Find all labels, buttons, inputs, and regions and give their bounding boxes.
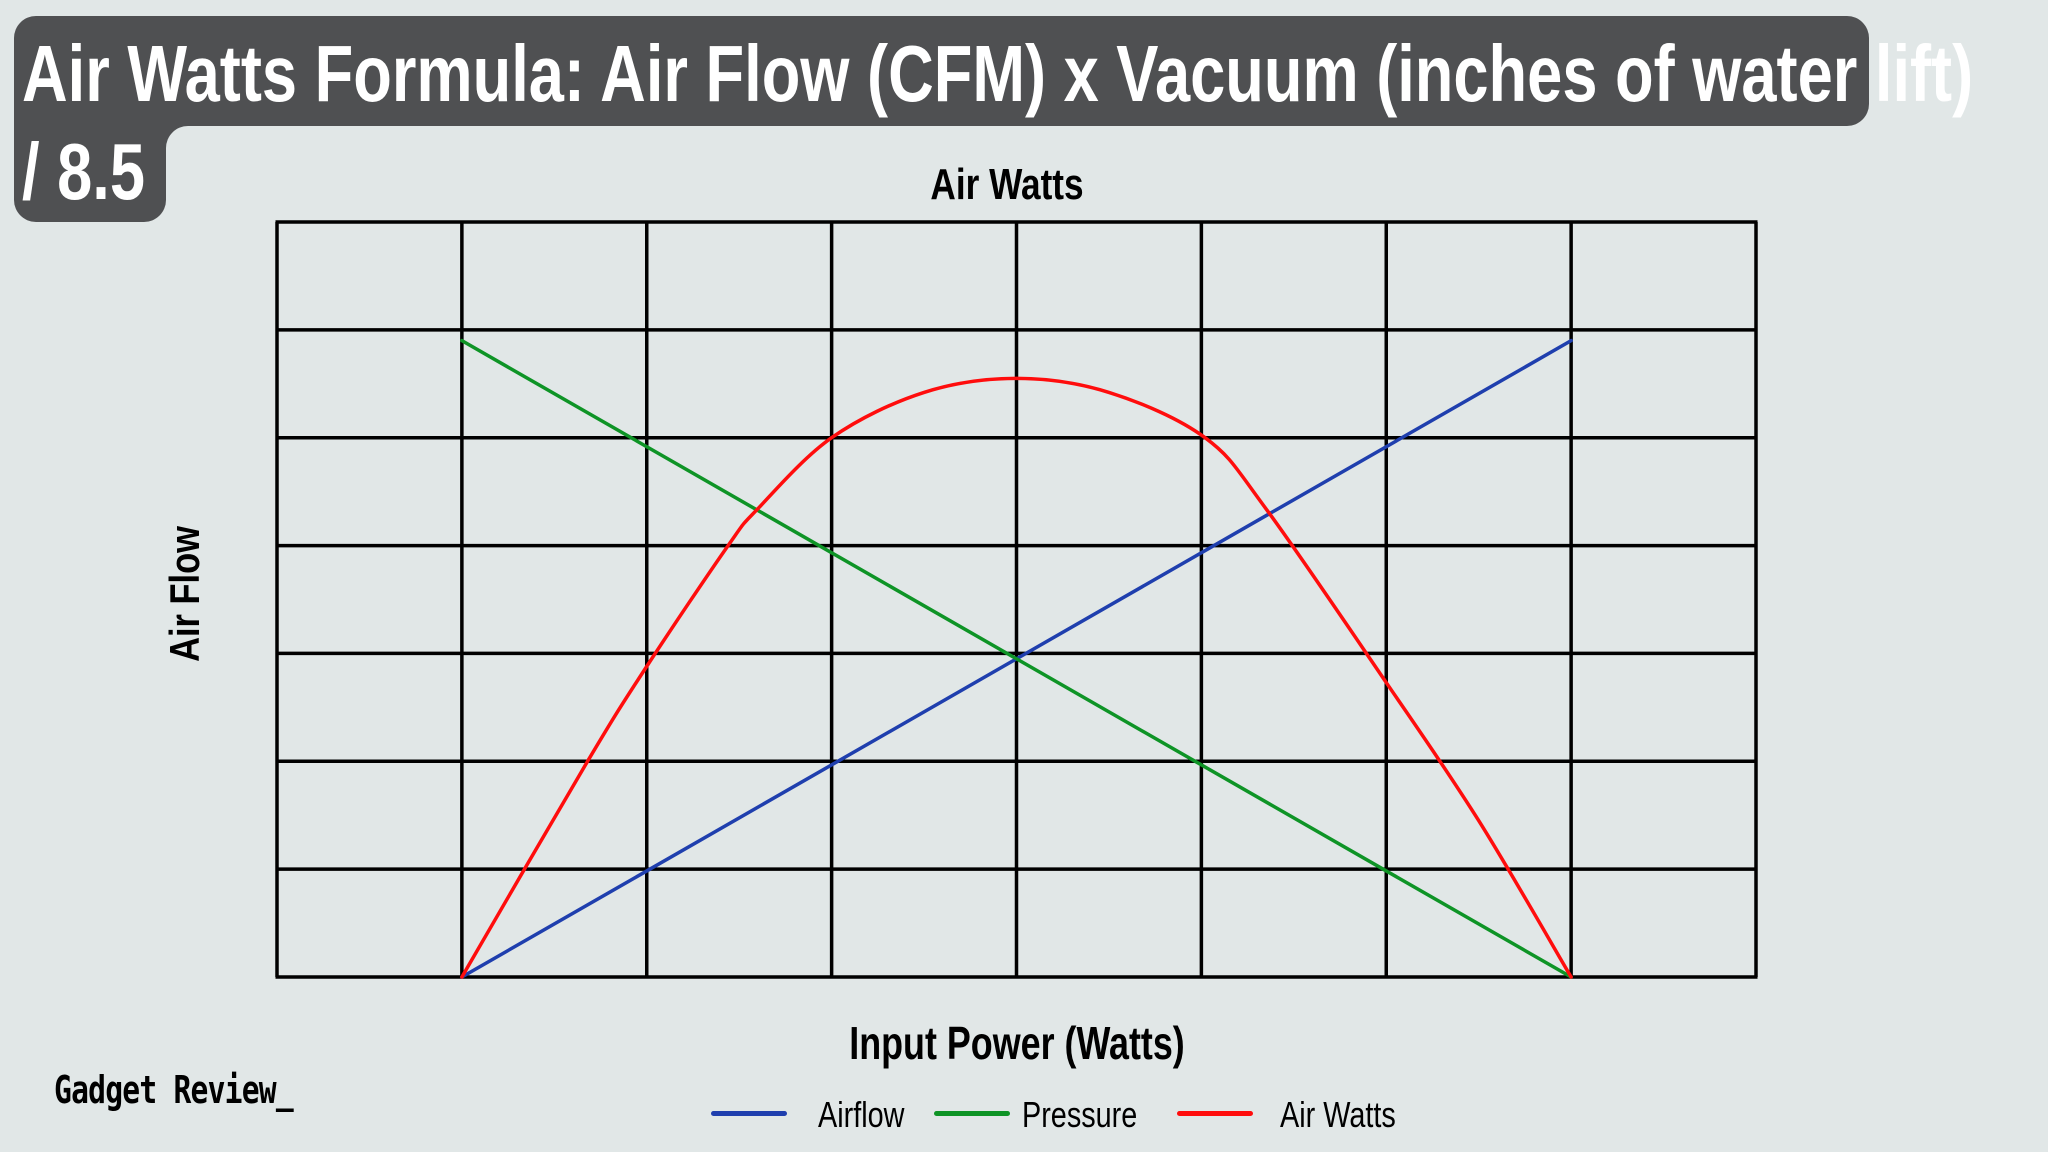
chart-series <box>460 338 1573 979</box>
brand-logo: Gadget Review_ <box>54 1068 294 1112</box>
page-title-line2: / 8.5 <box>22 127 145 216</box>
title-banner-continuation <box>14 118 166 222</box>
chart-grid <box>275 220 1758 979</box>
chart-title: Air Watts <box>930 160 1084 209</box>
series-line-air-watts <box>460 376 1573 979</box>
legend-label-air-watts: Air Watts <box>1280 1094 1396 1135</box>
legend-label-pressure: Pressure <box>1022 1094 1138 1135</box>
title-banner <box>14 16 1869 126</box>
legend-swatch-airflow <box>711 1111 787 1116</box>
chart-legend: Airflow Pressure Air Watts <box>0 1090 2048 1136</box>
title-banner-notch <box>166 126 192 152</box>
legend-swatch-air-watts <box>1177 1111 1253 1116</box>
legend-swatch-pressure <box>934 1111 1010 1116</box>
legend-label-airflow: Airflow <box>818 1094 905 1135</box>
series-line-pressure <box>460 338 1573 979</box>
x-axis-label: Input Power (Watts) <box>849 1017 1185 1069</box>
page-title-line1: Air Watts Formula: Air Flow (CFM) x Vacu… <box>22 29 1974 118</box>
